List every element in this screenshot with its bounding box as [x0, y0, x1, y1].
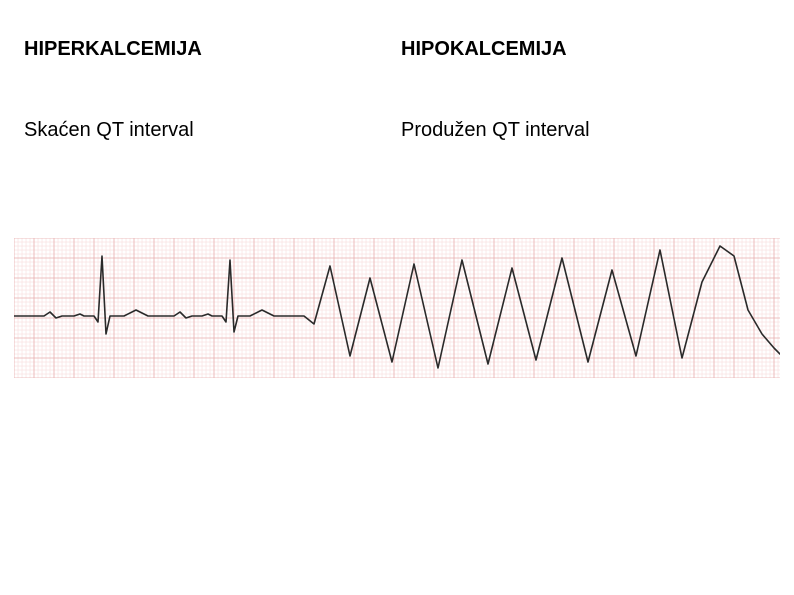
ecg-strip — [14, 238, 780, 378]
table-header-row: HIPERKALCEMIJA HIPOKALCEMIJA — [20, 28, 774, 81]
table-body-row: Skaćen QT interval Produžen QT interval — [20, 109, 774, 162]
ecg-svg — [14, 238, 780, 378]
col-right-header: HIPOKALCEMIJA — [397, 28, 774, 81]
col-right-sub: Produžen QT interval — [397, 109, 774, 162]
col-left-header: HIPERKALCEMIJA — [20, 28, 397, 81]
col-left-sub: Skaćen QT interval — [20, 109, 397, 162]
comparison-table: HIPERKALCEMIJA HIPOKALCEMIJA Skaćen QT i… — [20, 28, 774, 162]
